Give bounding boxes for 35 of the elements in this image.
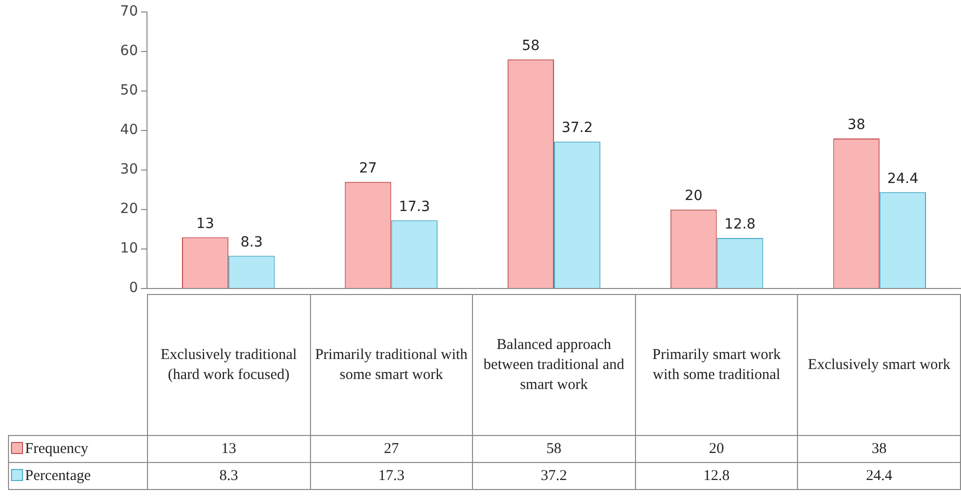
data-label: 8.3 bbox=[240, 234, 263, 250]
y-tick-label: 10 bbox=[120, 240, 138, 257]
text: 38 bbox=[798, 436, 960, 462]
legend-label: Percentage bbox=[8, 462, 148, 490]
data-label: 38 bbox=[847, 117, 866, 134]
text: 58 bbox=[472, 436, 636, 462]
data-label: 12.8 bbox=[724, 216, 756, 233]
data-label: 37.2 bbox=[562, 120, 593, 136]
data-label: 58 bbox=[522, 38, 540, 54]
x-tick-label: Primarily traditional with some smart work bbox=[310, 294, 473, 436]
legend-label: Frequency bbox=[8, 436, 148, 462]
y-tick-label: 40 bbox=[120, 122, 138, 138]
text: 27 bbox=[310, 436, 473, 462]
y-tick-label: 30 bbox=[120, 162, 138, 178]
text: 8.3 bbox=[147, 462, 310, 490]
x-tick-label: Balanced approach between traditional and smart work bbox=[472, 294, 636, 436]
y-tick-label: 50 bbox=[120, 82, 138, 99]
x-tick-label: Exclusively traditional (hard work focused) bbox=[147, 294, 310, 436]
data-label: 17.3 bbox=[398, 198, 430, 215]
data-label: 13 bbox=[196, 216, 214, 232]
data-label: 27 bbox=[359, 160, 377, 177]
y-tick-label: 20 bbox=[120, 201, 138, 218]
y-tick-label: 60 bbox=[120, 43, 138, 60]
text: 20 bbox=[635, 436, 798, 462]
data-label: 24.4 bbox=[887, 170, 918, 187]
y-tick-label: 0 bbox=[129, 280, 138, 296]
text: 17.3 bbox=[310, 462, 473, 490]
text: 13 bbox=[147, 436, 310, 462]
y-tick-label: 70 bbox=[120, 4, 138, 20]
text: 37.2 bbox=[472, 462, 636, 490]
text: 24.4 bbox=[798, 462, 960, 490]
data-label: 20 bbox=[684, 188, 703, 204]
x-tick-label: Primarily smart work with some traditional bbox=[635, 294, 798, 436]
x-tick-label: Exclusively smart work bbox=[798, 294, 960, 436]
text: 12.8 bbox=[635, 462, 798, 490]
